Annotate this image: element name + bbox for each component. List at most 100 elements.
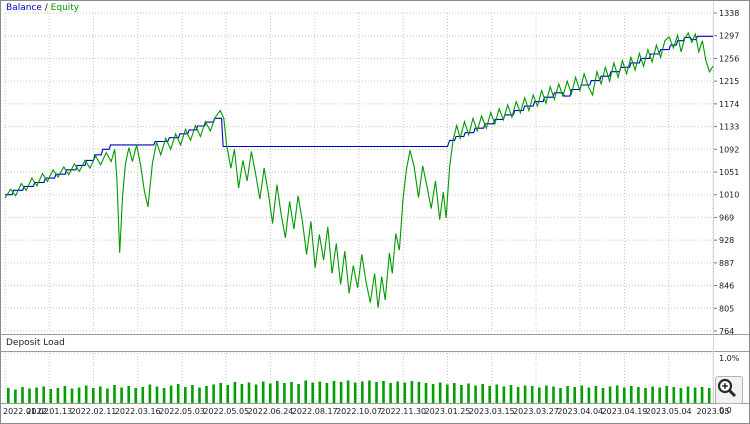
- deposit-load-bar: [382, 381, 385, 403]
- x-axis-label: 2023.01.25: [425, 407, 471, 416]
- y-axis-label: 1051: [719, 168, 739, 177]
- y-axis-label: 1174: [719, 100, 739, 109]
- y-axis-label: 1338: [719, 9, 739, 18]
- deposit-load-bar: [559, 388, 562, 403]
- deposit-load-bar: [538, 387, 541, 403]
- deposit-load-bar: [148, 384, 152, 403]
- x-axis-label: 2022.05.03: [159, 407, 205, 416]
- deposit-load-bar: [644, 388, 647, 403]
- deposit-load-bar: [269, 383, 272, 403]
- x-axis-label: 2022.02.11: [71, 407, 117, 416]
- deposit-load-bar: [693, 387, 697, 403]
- deposit-load-bar: [630, 386, 633, 403]
- legend-separator: /: [41, 3, 51, 13]
- deposit-load-bar: [580, 385, 584, 403]
- zoom-button[interactable]: [715, 376, 743, 404]
- equity-label: Equity: [50, 3, 80, 13]
- deposit-load-bar: [658, 387, 661, 403]
- deposit-load-bar: [651, 386, 654, 403]
- y-axis-label: 1256: [719, 54, 739, 63]
- y-axis-label: 1133: [719, 123, 739, 132]
- y-axis-label: 764: [719, 327, 734, 336]
- deposit-load-bar: [686, 386, 690, 403]
- deposit-load-bar: [460, 385, 463, 403]
- deposit-load-bar: [42, 386, 45, 403]
- deposit-load-bar: [679, 388, 683, 403]
- equity-line: [4, 31, 714, 308]
- deposit-load-bar: [502, 386, 506, 403]
- deposit-load-bar: [261, 381, 265, 403]
- y-axis-label: 805: [719, 304, 734, 313]
- magnifier-icon: [717, 378, 737, 398]
- deposit-load-bar: [516, 387, 520, 403]
- x-axis-label: 2022.01.02: [3, 407, 49, 416]
- deposit-load-bar: [707, 388, 711, 403]
- deposit-load-bar: [28, 388, 31, 403]
- deposit-load-bar: [49, 389, 53, 403]
- deposit-load-bar: [552, 386, 555, 403]
- deposit-load-bar: [63, 386, 67, 403]
- subwindow-title: Deposit Load: [6, 338, 65, 348]
- deposit-load-bar: [106, 388, 109, 403]
- deposit-load-bar: [198, 387, 201, 403]
- x-axis-label: 2023.03.15: [469, 407, 515, 416]
- deposit-load-bar: [438, 382, 442, 403]
- x-axis-label: 2023.03.27: [513, 407, 559, 416]
- deposit-load-bar: [247, 382, 251, 403]
- deposit-load-bar: [304, 380, 307, 403]
- subwindow-min-label: 0.0: [719, 406, 732, 415]
- y-axis-label: 928: [719, 236, 734, 245]
- y-axis-label: 1092: [719, 145, 739, 154]
- deposit-load-bar: [615, 385, 619, 403]
- deposit-load-bar: [162, 388, 166, 403]
- deposit-load-bar: [474, 385, 477, 403]
- deposit-load-bar: [141, 387, 145, 403]
- deposit-load-bar: [509, 385, 513, 403]
- deposit-load-bar: [113, 385, 116, 403]
- deposit-load-bar: [530, 386, 534, 403]
- deposit-load-bar: [176, 384, 180, 403]
- deposit-load-bar: [70, 388, 74, 403]
- x-axis-label: 2023.04.04: [557, 407, 603, 416]
- x-axis-label: 2023.05: [696, 407, 729, 416]
- deposit-load-bar: [276, 381, 279, 403]
- deposit-load-bar: [184, 387, 187, 403]
- deposit-load-bar: [35, 387, 38, 403]
- deposit-load-bar: [84, 385, 88, 403]
- subwindow-max-label: 1.0%: [719, 354, 740, 363]
- balance-label: Balance: [6, 3, 42, 13]
- y-axis-label: 1010: [719, 191, 739, 200]
- deposit-load-bar: [700, 387, 704, 403]
- deposit-load-bar: [233, 382, 237, 403]
- deposit-load-bar: [467, 383, 470, 403]
- deposit-load-bar: [56, 388, 60, 403]
- deposit-load-bar: [283, 383, 286, 403]
- deposit-load-bar: [318, 381, 322, 403]
- x-axis-label: 2022.06.24: [248, 407, 294, 416]
- deposit-load-bar: [523, 385, 527, 403]
- x-axis-label: 2022.11.30: [380, 407, 426, 416]
- deposit-load-bar: [325, 383, 329, 403]
- y-axis-label: 846: [719, 282, 734, 291]
- deposit-load-bar: [92, 388, 95, 403]
- deposit-load-bar: [297, 384, 300, 403]
- deposit-load-bar: [7, 388, 10, 403]
- deposit-load-bar: [446, 384, 449, 403]
- x-axis-label: 2022.05.05: [203, 407, 249, 416]
- deposit-load-bar: [623, 387, 626, 403]
- deposit-load-bar: [240, 384, 244, 403]
- deposit-load-bar: [403, 382, 407, 403]
- deposit-load-bar: [594, 386, 598, 403]
- deposit-load-bar: [99, 386, 102, 403]
- deposit-load-bar: [587, 387, 591, 403]
- x-axis-label: 2022.10.07: [336, 407, 382, 416]
- deposit-load-bar: [424, 383, 428, 403]
- deposit-load-bar: [254, 384, 258, 403]
- deposit-load-bar: [127, 386, 130, 403]
- deposit-load-bar: [601, 388, 605, 403]
- deposit-load-bar: [14, 389, 17, 403]
- deposit-load-bar: [120, 387, 123, 403]
- chart-legend: Balance / Equity: [6, 3, 79, 13]
